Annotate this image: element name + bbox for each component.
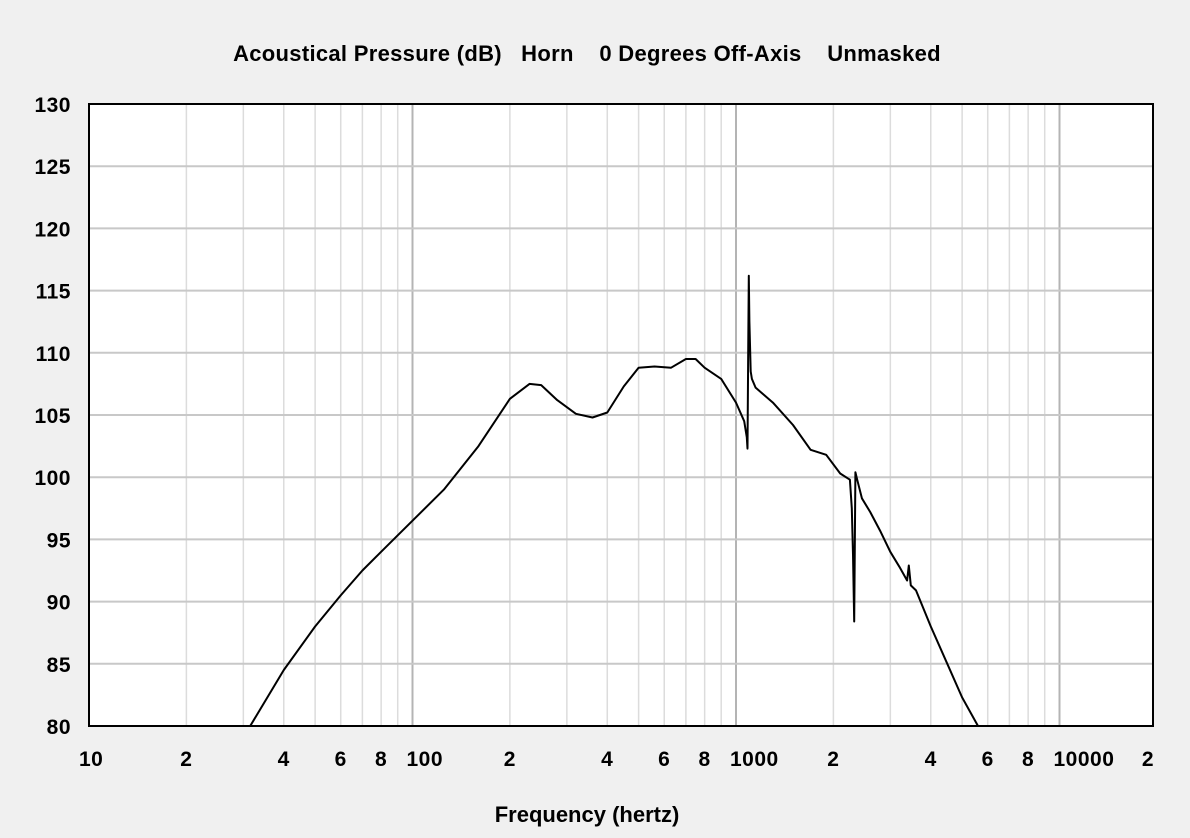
series-layer [249,274,979,727]
y-tick-label: 100 [34,467,71,490]
x-tick-label: 6 [982,748,994,771]
x-tick-label: 100 [407,748,444,771]
x-tick-label: 1000 [730,748,779,771]
y-tick-label: 115 [36,281,71,304]
x-tick-label: 2 [827,748,839,771]
y-tick-label: 105 [34,405,71,428]
x-tick-label: 8 [375,748,387,771]
y-tick-label: 130 [34,94,71,117]
x-tick-label: 2 [504,748,516,771]
x-axis-label: Frequency (hertz) [495,802,680,827]
y-tick-label: 110 [36,343,71,366]
y-axis-ticks: 80 85 90 95 100 105 110 115 120 125 130 [34,94,71,739]
y-tick-label: 80 [47,716,71,739]
x-tick-label: 8 [1022,748,1034,771]
x-tick-label: 4 [925,748,937,771]
series-line [249,274,979,727]
x-tick-label: 10 [79,748,103,771]
x-tick-label: 4 [601,748,613,771]
y-tick-label: 125 [34,156,71,179]
y-tick-label: 90 [47,592,71,615]
x-tick-label: 8 [699,748,711,771]
x-axis-ticks: 10 2 4 6 8 100 2 4 6 8 1000 2 4 6 8 10000 2 [79,748,1154,771]
y-tick-label: 120 [34,218,71,241]
x-tick-label: 10000 [1054,748,1115,771]
y-tick-label: 85 [47,654,71,677]
y-tick-label: 95 [47,529,71,552]
plot-frame [88,103,1154,727]
grid-lines [89,104,1153,726]
x-tick-label: 6 [335,748,347,771]
x-tick-label: 6 [658,748,670,771]
x-tick-label: 2 [180,748,192,771]
x-tick-label: 2 [1142,748,1154,771]
x-tick-label: 4 [278,748,290,771]
chart-title: Acoustical Pressure (dB) Horn 0 Degrees … [233,41,941,66]
